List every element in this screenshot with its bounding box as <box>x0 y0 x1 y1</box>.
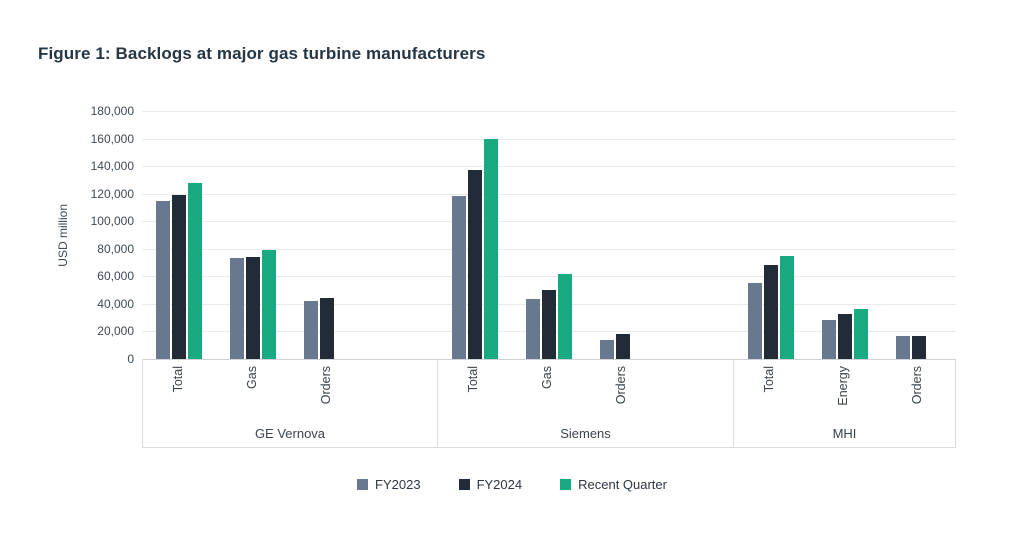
category-label: Orders <box>614 366 628 405</box>
group-label: MHI <box>832 426 857 441</box>
legend-swatch-icon <box>458 479 470 490</box>
bar <box>320 298 334 359</box>
bar <box>838 314 852 359</box>
bar <box>542 290 556 359</box>
y-axis-title: USD million <box>56 203 70 267</box>
bar <box>558 274 572 359</box>
y-tick-label: 80,000 <box>97 241 134 256</box>
bar <box>188 183 202 359</box>
group-label: Siemens <box>560 426 611 441</box>
bar <box>854 309 868 359</box>
legend: FY2023 FY2024 Recent Quarter <box>0 477 1024 492</box>
y-tick-label: 100,000 <box>90 214 134 229</box>
bar <box>780 256 794 359</box>
grid-line <box>142 139 956 140</box>
y-tick-label: 0 <box>127 352 134 366</box>
bar <box>304 301 318 359</box>
grid-line <box>142 111 956 112</box>
grid-line <box>142 194 956 195</box>
category-axis: Total Gas Orders GE Vernova Total Gas Orders Si… <box>142 359 956 448</box>
x-axis-line <box>142 359 956 360</box>
bar <box>748 283 762 359</box>
bar <box>616 334 630 359</box>
bar <box>526 299 540 359</box>
legend-swatch-icon <box>357 479 369 490</box>
y-tick-label: 40,000 <box>97 296 134 311</box>
y-tick-label: 160,000 <box>90 131 134 146</box>
grid-line <box>142 249 956 250</box>
category-label: Total <box>171 366 185 393</box>
plot-area <box>142 111 956 360</box>
legend-item: FY2024 <box>458 477 523 492</box>
group-box: Total Gas Orders GE Vernova <box>142 359 438 448</box>
category-label: Energy <box>836 366 850 406</box>
bar <box>600 340 614 359</box>
bar <box>452 196 466 359</box>
grid-line <box>142 166 956 167</box>
figure-title: Figure 1: Backlogs at major gas turbine … <box>38 44 486 63</box>
category-label: Orders <box>319 366 333 405</box>
bar <box>822 320 836 359</box>
legend-item: Recent Quarter <box>560 477 667 492</box>
bar <box>230 258 244 359</box>
bar <box>246 257 260 359</box>
bar <box>912 336 926 359</box>
legend-item: FY2023 <box>357 477 421 492</box>
y-axis-title-wrap: USD million <box>52 111 74 359</box>
bar <box>262 250 276 359</box>
legend-label: Recent Quarter <box>578 477 667 492</box>
group-label: GE Vernova <box>254 426 326 441</box>
y-tick-label: 140,000 <box>90 159 134 174</box>
y-tick-label: 60,000 <box>97 269 134 284</box>
group-box: Total Energy Orders MHI <box>734 359 956 448</box>
bar <box>484 139 498 359</box>
bar <box>172 195 186 359</box>
y-tick-label: 20,000 <box>97 324 134 339</box>
y-tick-label: 180,000 <box>90 104 134 118</box>
category-label: Total <box>762 366 776 393</box>
bar <box>156 201 170 359</box>
category-label: Total <box>466 366 480 393</box>
grid-line <box>142 276 956 277</box>
bar <box>468 170 482 359</box>
grid-line <box>142 221 956 222</box>
legend-label: FY2024 <box>476 477 523 492</box>
y-tick-label: 120,000 <box>90 186 134 201</box>
category-label: Gas <box>540 366 554 389</box>
legend-label: FY2023 <box>375 477 421 492</box>
bar <box>896 336 910 359</box>
legend-swatch-icon <box>560 479 572 490</box>
category-label: Orders <box>910 366 924 405</box>
category-label: Gas <box>245 366 259 389</box>
group-box: Total Gas Orders Siemens <box>438 359 734 448</box>
bar <box>764 265 778 359</box>
